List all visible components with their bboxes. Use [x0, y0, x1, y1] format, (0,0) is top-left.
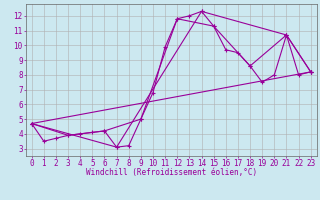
- X-axis label: Windchill (Refroidissement éolien,°C): Windchill (Refroidissement éolien,°C): [86, 168, 257, 177]
